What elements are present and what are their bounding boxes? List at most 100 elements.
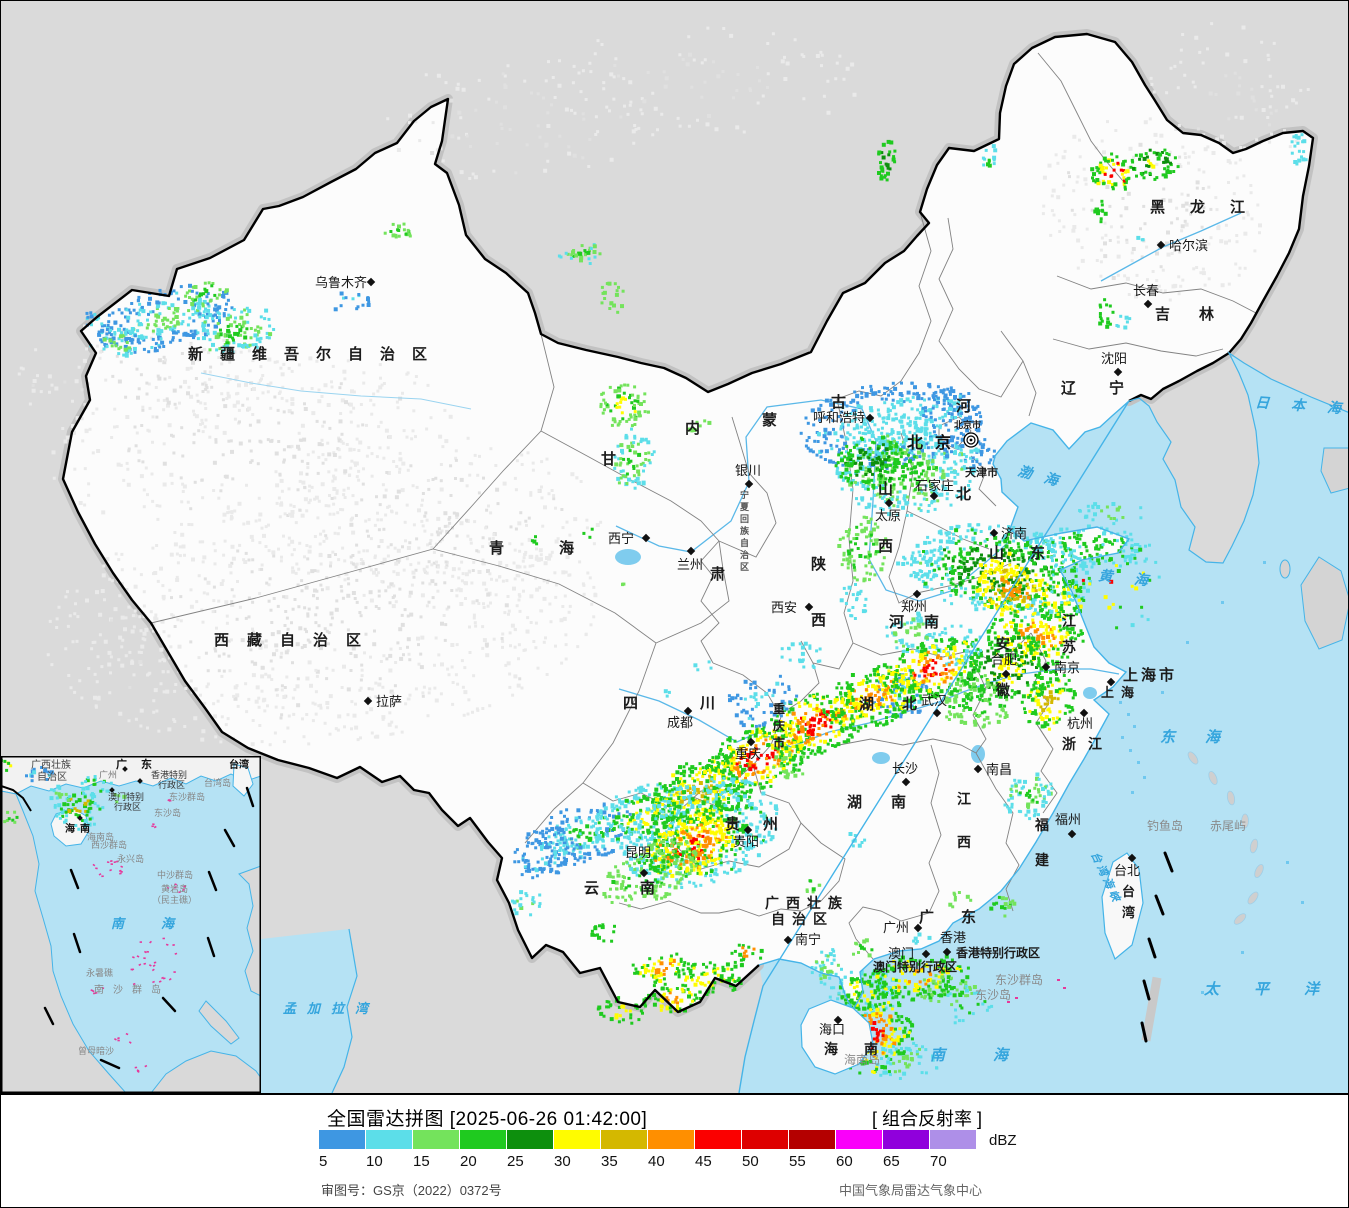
sea-label: 南 xyxy=(111,916,126,931)
colorbar-tick: 65 xyxy=(883,1153,900,1170)
inset-label: 香港特别 xyxy=(151,769,187,780)
province-label: 青海 xyxy=(489,539,629,557)
province-label: 北京市 xyxy=(954,419,981,430)
province-label: 安徽 xyxy=(995,636,1011,698)
colorbar-segment xyxy=(319,1130,365,1149)
city-label: 西安 xyxy=(771,600,797,615)
boundary-dashes xyxy=(1140,851,1174,1043)
city-label: 武汉 xyxy=(921,693,947,708)
province-label: 广东 xyxy=(919,908,1003,926)
province-label: 云南 xyxy=(584,879,696,897)
city-marker xyxy=(1106,677,1116,687)
city-marker xyxy=(865,413,875,423)
colorbar-tick: 60 xyxy=(836,1153,853,1170)
inset-label: 台湾 xyxy=(229,758,249,771)
city-marker xyxy=(1079,708,1089,718)
map-area: 新疆维吾尔自治区 西藏自治区 青海 内 蒙 古甘肃 陕西 山西 河北 山东 河南 湖北 湖南 江苏 安徽 浙江… xyxy=(1,1,1348,1093)
island-label: 钓鱼岛 xyxy=(1147,818,1183,833)
inset-label: 中沙群岛 xyxy=(157,869,193,880)
inset-label: 海南 xyxy=(65,822,95,835)
approval-number: 审图号：GS京（2022）0372号 xyxy=(321,1183,502,1198)
city-marker xyxy=(973,764,983,774)
sea-label: 孟加拉湾 xyxy=(283,1001,379,1016)
city-marker xyxy=(744,479,754,489)
colorbar-segment xyxy=(742,1130,788,1149)
sea-label: 东海 xyxy=(1160,728,1250,746)
inset-label: 台湾岛 xyxy=(204,777,231,788)
inset-label: 东沙群岛 xyxy=(169,791,205,802)
map-title: 全国雷达拼图 [2025-06-26 01:42:00] xyxy=(327,1109,648,1130)
inset-label: 广 xyxy=(116,757,127,771)
inset-label: 永兴岛 xyxy=(117,853,144,864)
province-label: 江西 xyxy=(957,791,971,850)
city-label: 郑州 xyxy=(901,599,927,614)
province-label: 重庆市 xyxy=(772,701,785,750)
city-label: 昆明 xyxy=(625,845,651,860)
province-label: 福建 xyxy=(1034,817,1049,868)
island-label: 海南岛 xyxy=(844,1052,880,1067)
colorbar-segment xyxy=(695,1130,741,1149)
radar-echoes xyxy=(85,133,1308,1080)
city-label: 济南 xyxy=(1001,526,1027,541)
province-label: 山西 xyxy=(878,481,893,555)
product-name: [ 组合反射率 ] xyxy=(871,1109,982,1129)
city-marker xyxy=(639,868,649,878)
legend-panel: 全国雷达拼图 [2025-06-26 01:42:00] [ 组合反射率 ] d… xyxy=(1,1093,1348,1207)
province-label: 海南 xyxy=(824,1041,904,1057)
city-marker xyxy=(833,1015,843,1025)
city-label: 南京 xyxy=(1054,660,1080,675)
city-label: 南昌 xyxy=(986,762,1012,777)
colorbar-segment xyxy=(413,1130,459,1149)
province-label: 西藏自治区 xyxy=(214,631,379,649)
island-label: 赤尾屿 xyxy=(1210,819,1246,833)
city-marker xyxy=(683,706,693,716)
province-label: 甘 xyxy=(601,450,616,468)
province-label: 河北 xyxy=(956,397,971,503)
city-marker xyxy=(901,777,911,787)
city-label: 香港 xyxy=(940,930,966,945)
inset-label: 行政区 xyxy=(158,779,185,790)
city-label: 太原 xyxy=(875,508,901,523)
colorbar-tick: 25 xyxy=(507,1153,524,1170)
inset-label: 东沙岛 xyxy=(154,807,181,818)
province-label: 蒙 xyxy=(762,411,777,429)
ryukyu-islands xyxy=(1141,751,1264,1042)
inset-label: 广州 xyxy=(99,769,117,780)
colorbar-segment xyxy=(789,1130,835,1149)
inset-islands xyxy=(90,798,187,1073)
colorbar-segment xyxy=(836,1130,882,1149)
province-label: 浙江 xyxy=(1062,736,1114,752)
city-marker xyxy=(1113,367,1123,377)
province-label: 上海 xyxy=(1101,685,1141,700)
province-label: 山东 xyxy=(989,544,1071,562)
city-marker xyxy=(1067,829,1077,839)
colorbar-segment xyxy=(460,1130,506,1149)
inset-label: 东 xyxy=(141,757,152,771)
island-label: 东沙岛 xyxy=(975,987,1011,1002)
inset-label: 西沙群岛 xyxy=(91,839,127,850)
city-marker xyxy=(366,277,376,287)
city-marker xyxy=(746,737,756,747)
colorbar-tick: 45 xyxy=(695,1153,712,1170)
city-label: 银川 xyxy=(735,463,761,478)
province-label: 陕西 xyxy=(811,555,826,629)
city-marker xyxy=(884,498,894,508)
province-label: 台湾 xyxy=(1122,884,1135,920)
province-label: 自治区 xyxy=(771,911,834,927)
colorbar-segment xyxy=(554,1130,600,1149)
city-label: 石家庄 xyxy=(915,478,954,493)
city-label: 西宁 xyxy=(608,531,634,546)
sea-islets xyxy=(1007,561,1304,1003)
colorbar-unit: dBZ xyxy=(989,1132,1017,1149)
sea-label: 海 xyxy=(161,916,176,931)
colorbar-segment xyxy=(648,1130,694,1149)
province-label: 上海市 xyxy=(1123,666,1177,684)
city-label: 重庆 xyxy=(735,746,761,761)
terrain-shading xyxy=(17,22,1310,747)
city-label: 沈阳 xyxy=(1101,351,1127,366)
city-label: 呼和浩特 xyxy=(813,410,865,425)
